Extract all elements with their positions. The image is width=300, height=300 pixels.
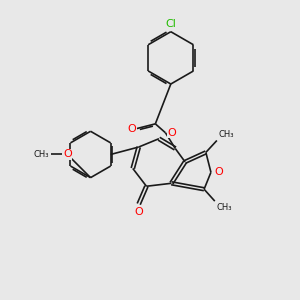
Text: CH₃: CH₃ bbox=[218, 130, 234, 139]
Text: O: O bbox=[134, 207, 143, 217]
Text: CH₃: CH₃ bbox=[33, 150, 49, 159]
Text: CH₃: CH₃ bbox=[216, 202, 232, 211]
Text: O: O bbox=[214, 167, 223, 177]
Text: O: O bbox=[168, 128, 177, 138]
Text: O: O bbox=[63, 149, 72, 160]
Text: O: O bbox=[128, 124, 136, 134]
Text: Cl: Cl bbox=[165, 19, 176, 29]
